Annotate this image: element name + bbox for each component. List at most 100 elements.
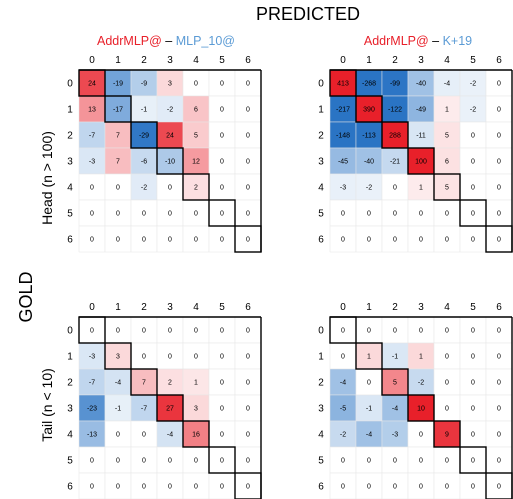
heatmap-cell (433, 342, 461, 370)
heatmap-cell (381, 446, 409, 474)
heatmap-cell (130, 173, 158, 201)
cell-value-label: 0 (116, 328, 120, 335)
cell-value-label: -2 (167, 107, 173, 114)
cell-value-label: 0 (367, 380, 371, 387)
cell-value-label: 3 (168, 81, 172, 88)
heatmap-cell (182, 472, 210, 499)
cell-value-label: -2 (141, 185, 147, 192)
cell-value-label: 0 (341, 237, 345, 244)
cell-value-label: 0 (220, 354, 224, 361)
cell-value-label: 1 (194, 380, 198, 387)
column-title-mlp10-blue: MLP_10@ (176, 34, 235, 48)
cell-value-label: 0 (168, 484, 172, 491)
heatmap-cell (156, 147, 184, 175)
heatmap-cell (329, 95, 357, 123)
cell-value-label: -40 (416, 81, 426, 88)
heatmap-cell (433, 69, 461, 97)
heatmap-cell (433, 199, 461, 227)
cell-value-label: 5 (445, 133, 449, 140)
heatmap-cell (78, 342, 106, 370)
y-tick-label: 4 (318, 183, 324, 194)
heatmap-cell (407, 173, 435, 201)
heatmap-cell (78, 173, 106, 201)
cell-value-label: 0 (341, 211, 345, 218)
cell-value-label: 0 (220, 406, 224, 413)
heatmap-cell (407, 121, 435, 149)
heatmap-cell (329, 420, 357, 448)
cell-value-label: 0 (246, 328, 250, 335)
heatmap-cell (156, 472, 184, 499)
cell-value-label: -13 (87, 432, 97, 439)
cell-value-label: 0 (246, 354, 250, 361)
cell-value-label: 0 (497, 328, 501, 335)
heatmap-cell (355, 95, 383, 123)
heatmap-cell (78, 420, 106, 448)
cell-value-label: -7 (141, 406, 147, 413)
cell-value-label: 0 (419, 211, 423, 218)
heatmap-cell (208, 342, 236, 370)
cell-value-label: 0 (246, 237, 250, 244)
heatmap-cell (355, 394, 383, 422)
heatmap-cell (104, 199, 132, 227)
cell-value-label: 0 (471, 328, 475, 335)
cell-value-label: 0 (393, 237, 397, 244)
cell-value-label: 0 (471, 185, 475, 192)
x-tick-label: 5 (219, 302, 225, 313)
heatmap-cell (130, 472, 158, 499)
diagonal-cell-outline (433, 173, 461, 201)
y-tick-label: 5 (318, 209, 324, 220)
cell-value-label: 12 (192, 159, 200, 166)
cell-value-label: 0 (90, 458, 94, 465)
x-tick-label: 6 (496, 302, 502, 313)
y-tick-label: 0 (67, 326, 73, 337)
diagonal-cell-outline (433, 420, 461, 448)
heatmap-cell (433, 225, 461, 253)
cell-value-label: 7 (116, 133, 120, 140)
heatmap-cell (156, 368, 184, 396)
x-tick-label: 6 (245, 302, 251, 313)
cell-value-label: 9 (445, 432, 449, 439)
x-tick-label: 4 (193, 55, 199, 66)
heatmap-cell (433, 368, 461, 396)
heatmap-cell (182, 446, 210, 474)
diagonal-cell-outline (182, 420, 210, 448)
heatmap-cell (156, 225, 184, 253)
heatmap-cell (407, 95, 435, 123)
cell-value-label: 100 (415, 159, 427, 166)
y-tick-label: 1 (318, 352, 324, 363)
cell-value-label: 0 (393, 211, 397, 218)
x-tick-label: 3 (167, 55, 173, 66)
x-tick-label: 3 (418, 55, 424, 66)
heatmap-cell (234, 95, 262, 123)
heatmap-cell (459, 368, 487, 396)
cell-value-label: 0 (497, 133, 501, 140)
x-tick-label: 1 (115, 55, 121, 66)
heatmap-cell (208, 316, 236, 344)
heatmap-cell (329, 121, 357, 149)
heatmap-cell (381, 95, 409, 123)
heatmap-cell (182, 95, 210, 123)
column-title-mlp10: AddrMLP@ – MLP_10@ (97, 34, 235, 48)
heatmap-cell (156, 316, 184, 344)
cell-value-label: 0 (116, 211, 120, 218)
cell-value-label: -4 (366, 432, 372, 439)
cell-value-label: 0 (194, 328, 198, 335)
cell-value-label: 0 (445, 458, 449, 465)
cell-value-label: 0 (142, 432, 146, 439)
x-tick-label: 2 (141, 55, 147, 66)
cell-value-label: 0 (194, 484, 198, 491)
cell-value-label: 0 (497, 159, 501, 166)
cell-value-label: 0 (471, 484, 475, 491)
heatmap-cell (381, 394, 409, 422)
x-tick-label: 6 (496, 55, 502, 66)
heatmap-cell (459, 69, 487, 97)
cell-value-label: -2 (340, 432, 346, 439)
heatmap-cell (234, 342, 262, 370)
cell-value-label: 0 (246, 185, 250, 192)
cell-value-label: 0 (367, 328, 371, 335)
cell-value-label: 0 (220, 458, 224, 465)
cell-value-label: 0 (220, 185, 224, 192)
y-tick-label: 4 (318, 430, 324, 441)
